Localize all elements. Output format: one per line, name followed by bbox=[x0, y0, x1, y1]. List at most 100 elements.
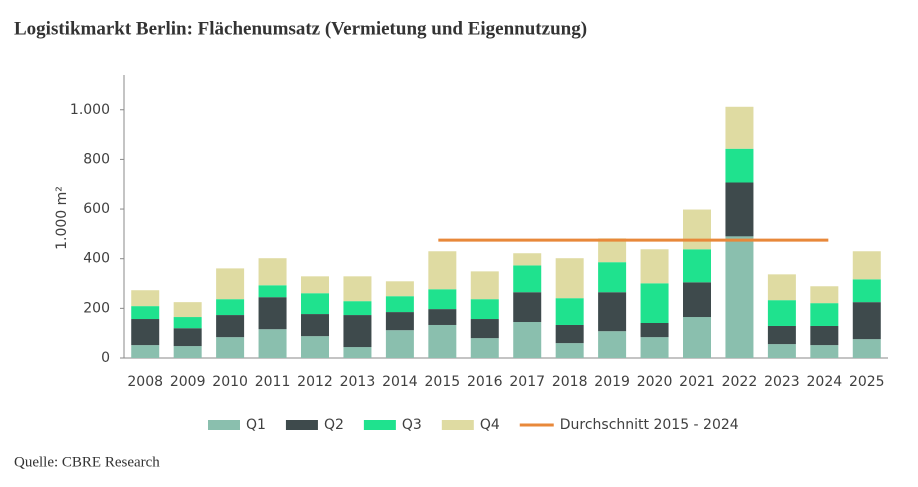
bar-segment bbox=[852, 279, 881, 303]
bar-segment bbox=[683, 209, 711, 250]
legend-swatch bbox=[363, 420, 396, 430]
bar-segment bbox=[301, 276, 329, 294]
bar-segment bbox=[301, 336, 329, 358]
bar-segment bbox=[513, 292, 542, 323]
x-tick-label: 2023 bbox=[764, 374, 800, 390]
bar-segment bbox=[428, 251, 457, 290]
legend-label: Q1 bbox=[246, 417, 266, 433]
y-tick-label: 800 bbox=[83, 151, 110, 167]
x-tick-label: 2024 bbox=[807, 374, 843, 390]
bar-segment bbox=[640, 322, 669, 338]
bar-segment bbox=[173, 302, 202, 318]
x-tick-label: 2010 bbox=[212, 374, 248, 390]
legend-label: Durchschnitt 2015 - 2024 bbox=[560, 417, 739, 433]
bar-segment bbox=[470, 338, 499, 358]
x-tick-label: 2008 bbox=[127, 374, 163, 390]
bar-segment bbox=[640, 283, 669, 323]
bar-segment bbox=[725, 106, 754, 149]
bar-segment bbox=[598, 238, 627, 263]
bar-segment bbox=[173, 317, 202, 329]
legend-swatch bbox=[285, 420, 318, 430]
bar-segment bbox=[513, 322, 542, 358]
chart-title: Logistikmarkt Berlin: Flächenumsatz (Ver… bbox=[14, 18, 587, 39]
x-tick-label: 2013 bbox=[340, 374, 376, 390]
legend-label: Q4 bbox=[480, 417, 500, 433]
bar-segment bbox=[258, 297, 287, 330]
bar-segment bbox=[428, 289, 457, 310]
bar-segment bbox=[513, 253, 542, 266]
bar-segment bbox=[258, 285, 287, 298]
x-tick-label: 2012 bbox=[297, 374, 333, 390]
bar-segment bbox=[598, 292, 627, 332]
x-tick-label: 2009 bbox=[170, 374, 206, 390]
bar-segment bbox=[810, 286, 839, 304]
bar-segment bbox=[555, 258, 584, 299]
y-tick-label: 200 bbox=[83, 300, 110, 316]
bar-segment bbox=[301, 293, 329, 315]
x-tick-label: 2020 bbox=[637, 374, 673, 390]
bar-segment bbox=[343, 347, 372, 358]
bar-segment bbox=[810, 325, 839, 346]
bar-segment bbox=[725, 236, 754, 358]
bar-segment bbox=[428, 309, 457, 325]
bar-segment bbox=[767, 325, 796, 345]
bar-segment bbox=[767, 274, 796, 301]
bar-segment bbox=[598, 331, 627, 358]
x-tick-label: 2019 bbox=[594, 374, 630, 390]
x-tick-label: 2017 bbox=[509, 374, 545, 390]
bar-segment bbox=[216, 315, 245, 338]
bar-segment bbox=[470, 299, 499, 320]
bar-segment bbox=[513, 265, 542, 293]
x-tick-label: 2011 bbox=[255, 374, 291, 390]
bar-segment bbox=[555, 343, 584, 358]
bar-segment bbox=[683, 282, 711, 318]
bar-segment bbox=[385, 330, 414, 358]
bar-segment bbox=[810, 303, 839, 326]
x-tick-label: 2025 bbox=[849, 374, 885, 390]
source: Quelle: CBRE Research bbox=[14, 454, 160, 470]
legend-label: Q3 bbox=[402, 417, 422, 433]
bar-segment bbox=[598, 262, 627, 293]
bar-segment bbox=[216, 337, 245, 358]
bar-segment bbox=[258, 329, 287, 358]
bar-segment bbox=[173, 346, 202, 358]
bar-segment bbox=[173, 328, 202, 347]
bar-segment bbox=[555, 298, 584, 325]
bar-segment bbox=[852, 339, 881, 358]
y-axis-label: 1.000 m² bbox=[54, 186, 70, 250]
bar-segment bbox=[385, 281, 414, 297]
legend-swatch bbox=[208, 420, 240, 430]
y-tick-label: 1.000 bbox=[70, 102, 110, 118]
bar-segment bbox=[470, 271, 499, 300]
bar-segment bbox=[258, 258, 287, 286]
bar-segment bbox=[470, 319, 499, 339]
bar-segment bbox=[725, 148, 754, 183]
bar-segment bbox=[385, 312, 414, 331]
bar-segment bbox=[385, 296, 414, 313]
bar-segment bbox=[767, 344, 796, 358]
x-tick-label: 2014 bbox=[382, 374, 418, 390]
y-tick-label: 600 bbox=[83, 201, 110, 217]
x-tick-label: 2015 bbox=[425, 374, 461, 390]
x-tick-label: 2018 bbox=[552, 374, 588, 390]
bar-segment bbox=[343, 301, 372, 316]
x-tick-label: 2021 bbox=[679, 374, 715, 390]
bar-segment bbox=[343, 276, 372, 302]
bar-segment bbox=[216, 268, 245, 300]
bar-segment bbox=[216, 299, 245, 316]
legend-swatch bbox=[441, 420, 474, 430]
bar-segment bbox=[725, 182, 754, 237]
bar-segment bbox=[555, 324, 584, 344]
bar-segment bbox=[131, 290, 160, 307]
bar-segment bbox=[301, 314, 329, 337]
bar-segment bbox=[683, 317, 711, 358]
x-tick-label: 2016 bbox=[467, 374, 503, 390]
bar-segment bbox=[640, 249, 669, 284]
bar-segment bbox=[131, 345, 160, 358]
bar-segment bbox=[767, 300, 796, 326]
bar-segment bbox=[640, 337, 669, 358]
legend-label: Q2 bbox=[324, 417, 344, 433]
y-tick-label: 400 bbox=[83, 251, 110, 267]
bar-segment bbox=[810, 345, 839, 358]
